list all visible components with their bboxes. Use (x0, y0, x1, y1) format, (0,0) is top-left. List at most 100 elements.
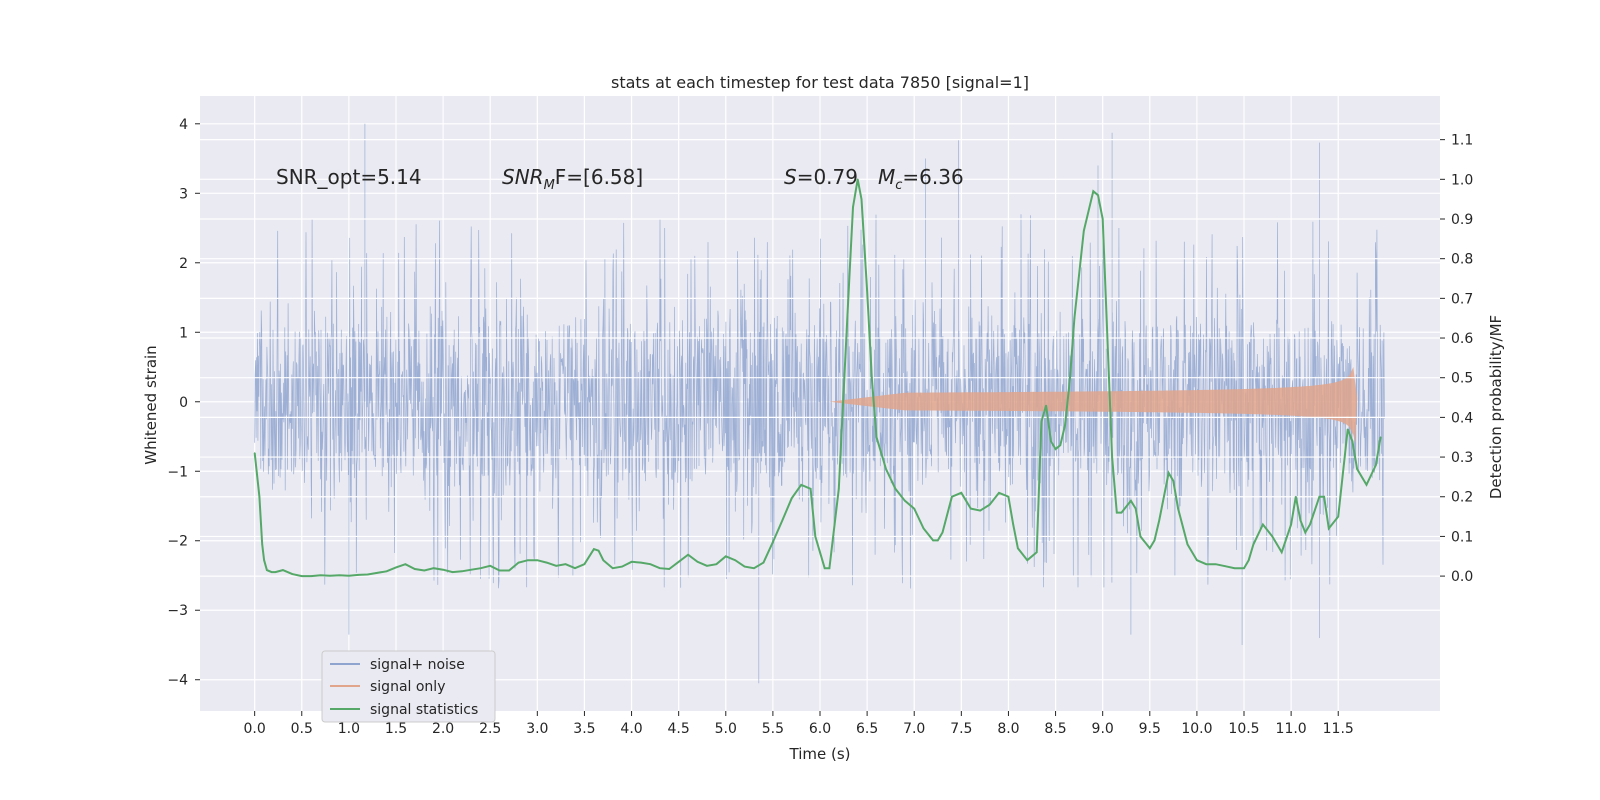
statistics-point (1186, 543, 1189, 546)
statistics-point (847, 297, 850, 300)
statistics-point (922, 527, 925, 530)
noise-trace (254, 123, 1385, 684)
statistics-point (1073, 317, 1076, 320)
statistics-point (366, 573, 369, 576)
statistics-point (1304, 531, 1307, 534)
statistics-point (1149, 547, 1151, 550)
right-tick-label: 0.5 (1451, 371, 1473, 387)
right-grid (200, 139, 1440, 577)
right-tick-label: 0.3 (1451, 450, 1473, 466)
statistics-point (1130, 499, 1132, 502)
statistics-point (1318, 495, 1321, 498)
legend-label-signal-only: signal only (370, 679, 445, 695)
x-axis-ticks: 0.0 0.5 1.0 1.5 2.0 2.5 3.0 3.5 4.0 4.5 5.0 5.5 6.0 6… (244, 711, 1354, 737)
statistics-point (432, 567, 435, 569)
statistics-point (423, 569, 426, 572)
statistics-point (856, 178, 859, 181)
right-tick-label: 0.6 (1451, 331, 1473, 347)
y-tick-label: −3 (167, 603, 188, 619)
x-tick-label: 10.0 (1181, 721, 1212, 737)
statistics-point (1196, 559, 1198, 561)
statistics-point (1035, 551, 1038, 554)
right-tick-label: 0.8 (1451, 252, 1473, 268)
series-signal-only (829, 367, 1358, 444)
x-tick-label: 8.5 (1044, 721, 1066, 737)
statistics-point (574, 567, 576, 569)
statistics-point (781, 519, 784, 522)
legend: signal+ noise signal only signal statist… (321, 650, 496, 723)
y-tick-label: −1 (167, 464, 188, 480)
statistics-point (480, 567, 482, 569)
statistics-point (814, 535, 817, 538)
statistics-point (442, 568, 444, 571)
statistics-point (937, 539, 939, 542)
right-tick-label: 0.7 (1451, 291, 1473, 307)
statistics-point (1139, 535, 1142, 538)
statistics-point (1295, 495, 1297, 498)
statistics-point (1262, 523, 1264, 526)
statistics-point (1356, 468, 1358, 470)
x-tick-label: 0.0 (244, 721, 266, 737)
statistics-point (640, 561, 642, 564)
statistics-point (988, 503, 991, 506)
right-y-axis-label: Detection probability/MF (1487, 315, 1505, 499)
statistics-point (998, 492, 1000, 494)
statistics-point (1059, 444, 1062, 447)
mc-value: =6.36 (902, 165, 963, 189)
right-tick-label: 0.2 (1451, 490, 1473, 506)
annotation-s: S=0.79 (784, 165, 858, 189)
statistics-point (762, 561, 765, 564)
statistics-point (461, 570, 463, 573)
statistics-point (725, 555, 727, 558)
series-signal-plus-noise (254, 123, 1385, 684)
statistics-point (1017, 547, 1019, 550)
statistics-point (687, 553, 689, 556)
statistics-point (301, 575, 303, 577)
statistics-point (772, 541, 774, 543)
statistics-point (1050, 440, 1052, 443)
statistics-point (1101, 218, 1104, 220)
statistics-point (263, 559, 265, 561)
statistics-point (1224, 565, 1226, 567)
x-tick-label: 8.0 (997, 721, 1019, 737)
statistics-point (261, 543, 264, 546)
x-tick-label: 11.0 (1276, 721, 1307, 737)
statistics-point (489, 565, 492, 567)
statistics-point (517, 561, 520, 564)
statistics-point (1214, 563, 1217, 565)
y-tick-label: 0 (179, 395, 188, 411)
x-tick-label: 4.0 (620, 721, 642, 737)
statistics-point (1290, 523, 1292, 526)
chart-title: stats at each timestep for test data 785… (611, 73, 1029, 92)
x-tick-label: 11.5 (1323, 721, 1354, 737)
statistics-point (1299, 519, 1302, 522)
statistics-point (668, 568, 670, 570)
statistics-point (838, 488, 840, 490)
statistics-point (564, 563, 567, 565)
statistics-point (545, 561, 548, 564)
statistics-point (395, 566, 397, 569)
statistics-point (979, 509, 981, 512)
statistics-point (630, 561, 633, 563)
statistics-point (852, 206, 854, 208)
statistics-point (1045, 404, 1047, 407)
statistics-point (1092, 190, 1095, 192)
x-tick-label: 7.0 (903, 721, 925, 737)
statistics-point (715, 563, 718, 565)
x-tick-label: 6.5 (856, 721, 878, 737)
x-tick-label: 0.5 (291, 721, 313, 737)
statistics-point (1337, 515, 1339, 518)
statistics-point (611, 567, 614, 569)
statistics-point (809, 488, 812, 490)
y-tick-label: 1 (179, 325, 188, 341)
statistics-point (677, 561, 680, 563)
statistics-point (1351, 440, 1354, 443)
statistics-point (1379, 436, 1382, 439)
right-tick-label: 0.1 (1451, 529, 1473, 545)
statistics-point (282, 569, 284, 571)
statistics-point (1153, 539, 1156, 542)
statistics-point (1346, 428, 1349, 431)
statistics-point (1026, 559, 1029, 561)
statistics-point (1068, 380, 1071, 383)
annotation-snr-opt: SNR_opt=5.14 (276, 165, 422, 189)
